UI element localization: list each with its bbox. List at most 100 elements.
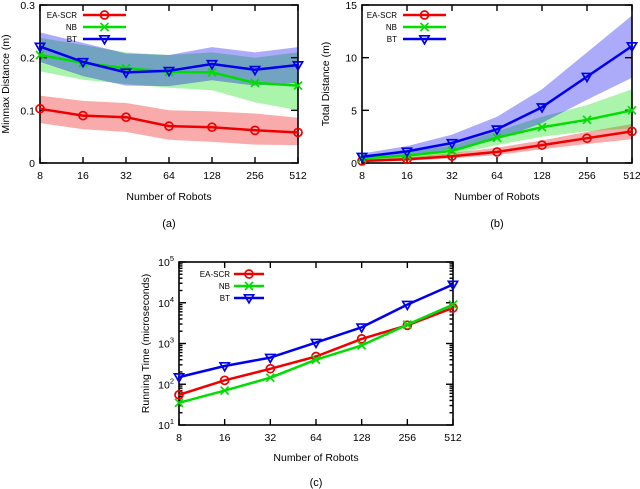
x-tick-label: 16	[219, 432, 231, 444]
x-tick-label: 64	[163, 170, 175, 182]
marker-x-NB	[582, 115, 592, 125]
x-tick-label: 64	[491, 170, 503, 182]
chart-b-svg: EA-SCR NB BT 8 16 32 64 128 256 512 0 5 10 15 Number o…	[320, 0, 640, 230]
marker-circle-EA-SCR	[537, 140, 547, 150]
series-line-BT	[177, 283, 455, 379]
marker-x-NB	[447, 146, 457, 156]
panel-caption: (c)	[310, 477, 323, 489]
legend: EA-SCR NB BT	[367, 10, 446, 46]
band-BT	[40, 32, 298, 87]
marker-triangle-down-BT	[445, 138, 459, 150]
x-tick-label: 256	[246, 170, 264, 182]
axis-ticks	[39, 4, 299, 164]
marker-circle-EA-SCR	[121, 112, 131, 123]
marker-x-NB	[207, 67, 217, 78]
legend-label-BT: BT	[220, 294, 230, 303]
marker-circle-EA-SCR	[492, 147, 502, 157]
marker-triangle-down-BT	[248, 65, 262, 77]
legend-label-BT: BT	[387, 35, 397, 44]
legend: EA-SCR NB BT	[47, 10, 126, 46]
marker-circle-EA-SCR	[164, 121, 174, 131]
marker-x-NB	[402, 320, 412, 330]
legend-marker-BT	[418, 34, 431, 46]
axis-ticks	[178, 261, 454, 426]
y-tick-label: 103	[158, 336, 174, 351]
y-axis-title: Running Time (microseconds)	[140, 274, 152, 413]
panel-caption: (a)	[162, 218, 175, 230]
series-line-BT	[360, 44, 634, 158]
legend-label-EA-SCR: EA-SCR	[367, 11, 397, 20]
x-tick-label: 256	[399, 432, 417, 444]
y-tick-label: 0.2	[20, 53, 35, 65]
y-tick-label: 0	[29, 158, 35, 170]
marker-circle-EA-SCR	[219, 375, 230, 386]
x-tick-label: 128	[353, 432, 371, 444]
marker-triangle-down-BT	[162, 66, 176, 78]
marker-x-NB	[311, 355, 321, 365]
band-EA-SCR	[40, 95, 298, 146]
y-axis-title: Minmax Distance (m)	[0, 34, 12, 133]
marker-triangle-down-BT	[33, 42, 47, 54]
marker-triangle-down-BT	[401, 300, 414, 312]
chart-panel-a: EA-SCR NB BT 8 16 32 64 128 256 512 0 0.1 0.2 0.3 Numb…	[0, 0, 320, 236]
marker-triangle-down-BT	[355, 323, 368, 334]
marker-triangle-down-BT	[291, 60, 305, 72]
legend-marker-NB	[419, 22, 430, 32]
y-tick-label: 0	[351, 158, 357, 170]
legend-marker-EA-SCR	[99, 10, 110, 20]
legend-label-BT: BT	[67, 35, 77, 44]
y-tick-label: 105	[158, 254, 174, 269]
x-tick-label: 8	[37, 170, 43, 182]
y-axis-title: Total Distance (m)	[320, 42, 332, 127]
panel-caption: (b)	[490, 218, 503, 230]
x-axis-title: Number of Robots	[454, 191, 539, 203]
x-tick-label: 128	[203, 170, 221, 182]
legend-label-NB: NB	[219, 282, 230, 291]
marker-circle-EA-SCR	[78, 110, 88, 121]
y-tick-label: 0.1	[20, 105, 35, 117]
x-tick-label: 512	[289, 170, 307, 182]
legend-marker-NB	[244, 281, 254, 291]
marker-triangle-down-BT	[172, 373, 186, 384]
y-tick-label: 10	[345, 53, 357, 65]
x-tick-label: 256	[578, 170, 596, 182]
series-line-NB	[177, 303, 455, 405]
marker-circle-EA-SCR	[35, 103, 45, 114]
legend-label-NB: NB	[66, 23, 77, 32]
marker-triangle-down-BT	[446, 280, 460, 292]
x-tick-label: 8	[359, 170, 365, 182]
legend-marker-NB	[99, 22, 110, 32]
marker-x-NB	[357, 340, 367, 350]
y-tick-label: 5	[351, 105, 357, 117]
chart-panel-b: EA-SCR NB BT 8 16 32 64 128 256 512 0 5 10 15 Number o…	[320, 0, 640, 236]
marker-circle-EA-SCR	[627, 126, 637, 137]
marker-x-NB	[492, 133, 502, 143]
x-axis-title: Number of Robots	[126, 191, 211, 203]
marker-triangle-down-BT	[218, 361, 231, 373]
chart-panel-c: EA-SCR NB BT 8 16 32 64 128 256 512 101 102 103 104 10…	[140, 240, 502, 489]
marker-circle-EA-SCR	[174, 389, 184, 400]
legend-marker-EA-SCR	[419, 10, 430, 20]
x-tick-label: 32	[120, 170, 132, 182]
marker-triangle-down-BT	[355, 152, 369, 164]
marker-circle-EA-SCR	[582, 133, 592, 144]
legend-label-EA-SCR: EA-SCR	[200, 270, 230, 279]
y-tick-label: 102	[158, 376, 174, 391]
legend: EA-SCR NB BT	[200, 269, 264, 305]
marker-x-NB	[448, 300, 458, 310]
legend-marker-BT	[98, 34, 111, 46]
legend-marker-BT	[242, 293, 256, 305]
x-tick-label: 512	[444, 432, 462, 444]
chart-c-svg: EA-SCR NB BT 8 16 32 64 128 256 512 101 102 103 104 10…	[140, 254, 462, 489]
marker-triangle-down-BT	[205, 59, 219, 71]
marker-triangle-down-BT	[490, 125, 504, 136]
marker-triangle-down-BT	[264, 353, 277, 365]
marker-circle-EA-SCR	[356, 334, 367, 344]
y-tick-label: 101	[158, 417, 174, 432]
marker-x-NB	[265, 373, 275, 383]
band-NB	[362, 89, 632, 160]
x-tick-label: 16	[77, 170, 89, 182]
legend-label-EA-SCR: EA-SCR	[47, 11, 77, 20]
marker-triangle-down-BT	[119, 68, 133, 79]
